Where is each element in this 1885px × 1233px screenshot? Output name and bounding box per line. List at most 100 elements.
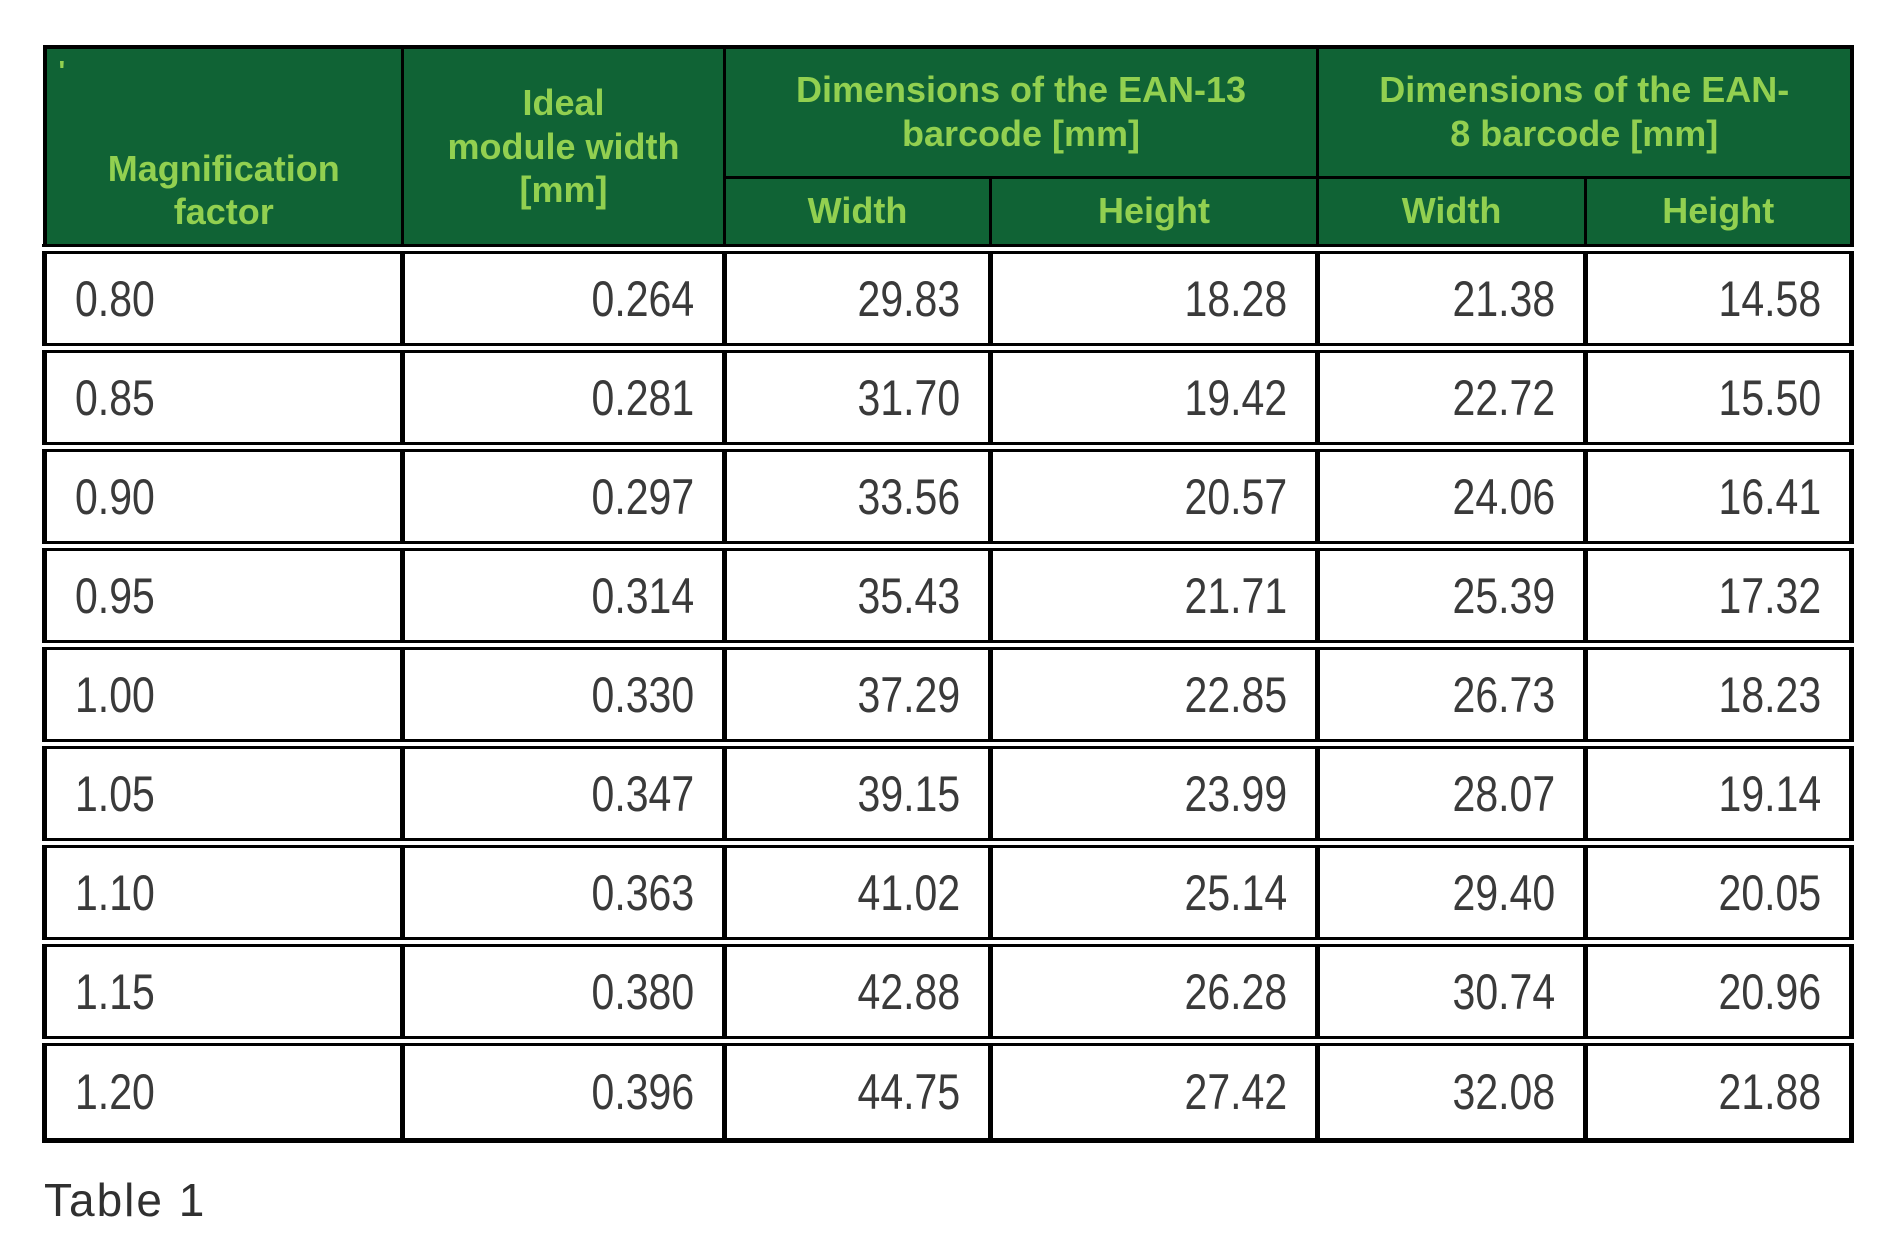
cell-ean8-width: 22.72: [1315, 343, 1589, 450]
cell-magnification-factor: 0.95: [42, 541, 405, 648]
cell-value: 22.85: [1184, 666, 1288, 723]
cell-ean8-width: 21.38: [1315, 244, 1589, 351]
cell-value: 29.83: [857, 270, 960, 327]
cell-ideal-module-width: 0.281: [400, 343, 727, 450]
table-row: 0.80 0.264 29.83 18.28 21.38 14.58: [42, 244, 1855, 351]
cell-ean13-height: 19.42: [987, 343, 1321, 450]
cell-value: 28.07: [1452, 765, 1556, 822]
cell-ean13-height: 25.14: [987, 838, 1321, 945]
cell-value: 0.80: [75, 270, 155, 327]
cell-value: 23.99: [1184, 765, 1288, 822]
cell-ideal-module-width: 0.264: [400, 244, 727, 351]
cell-ean13-width: 33.56: [722, 442, 993, 549]
cell-value: 33.56: [857, 468, 960, 525]
cell-ean8-width: 25.39: [1315, 541, 1589, 648]
cell-ideal-module-width: 0.380: [400, 937, 727, 1044]
cell-ean13-width: 39.15: [722, 739, 993, 846]
cell-ean8-height: 18.23: [1583, 640, 1855, 747]
cell-ean8-width: 28.07: [1315, 739, 1589, 846]
cell-ean13-height: 26.28: [987, 937, 1321, 1044]
cell-value: 1.05: [75, 765, 155, 822]
cell-ean8-width: 24.06: [1315, 442, 1589, 549]
cell-value: 0.347: [591, 765, 694, 822]
cell-value: 0.297: [591, 468, 694, 525]
cell-value: 30.74: [1452, 963, 1556, 1020]
cell-magnification-factor: 1.10: [42, 838, 405, 945]
cell-ideal-module-width: 0.314: [400, 541, 727, 648]
cell-value: 15.50: [1718, 369, 1822, 426]
cell-magnification-factor: 0.85: [42, 343, 405, 450]
table-row: 0.95 0.314 35.43 21.71 25.39 17.32: [42, 541, 1855, 648]
cell-ean13-width: 44.75: [722, 1036, 993, 1143]
cell-ean13-width: 35.43: [722, 541, 993, 648]
cell-value: 18.28: [1184, 270, 1288, 327]
header-sub-row: Width Height Width Height: [45, 175, 1854, 251]
col-header-ean8-height: Height: [1584, 175, 1854, 251]
cell-value: 0.90: [75, 468, 155, 525]
cell-magnification-factor: 1.20: [42, 1036, 405, 1143]
cell-value: 14.58: [1718, 270, 1822, 327]
cell-value: 0.380: [591, 963, 694, 1020]
cell-value: 1.10: [75, 864, 155, 921]
cell-value: 25.39: [1452, 567, 1556, 624]
cell-magnification-factor: 1.15: [42, 937, 405, 1044]
cell-value: 21.88: [1718, 1063, 1822, 1120]
cell-ean13-width: 42.88: [722, 937, 993, 1044]
cell-value: 24.06: [1452, 468, 1556, 525]
cell-value: 1.15: [75, 963, 155, 1020]
col-header-magnification-factor-label: Magnification factor: [107, 147, 340, 233]
table-header: ' Magnification factor Ideal module widt…: [43, 45, 1854, 251]
cell-value: 26.73: [1452, 666, 1556, 723]
cell-ean8-width: 32.08: [1315, 1036, 1589, 1143]
stray-tick-mark: ': [58, 55, 66, 86]
cell-ean13-width: 29.83: [722, 244, 993, 351]
cell-ean8-width: 26.73: [1315, 640, 1589, 747]
cell-value: 42.88: [857, 963, 960, 1020]
cell-ideal-module-width: 0.297: [400, 442, 727, 549]
cell-value: 19.42: [1184, 369, 1288, 426]
header-group-row: ' Magnification factor Ideal module widt…: [43, 45, 1854, 251]
cell-magnification-factor: 0.80: [42, 244, 405, 351]
table-row: 1.05 0.347 39.15 23.99 28.07 19.14: [42, 739, 1855, 846]
cell-ean8-height: 20.96: [1583, 937, 1855, 1044]
cell-value: 32.08: [1452, 1063, 1556, 1120]
table-row: 1.00 0.330 37.29 22.85 26.73 18.23: [42, 640, 1855, 747]
cell-value: 16.41: [1718, 468, 1822, 525]
cell-ean8-height: 14.58: [1583, 244, 1855, 351]
cell-ean13-height: 23.99: [987, 739, 1321, 846]
col-header-ean8-group: Dimensions of the EAN- 8 barcode [mm]: [1316, 45, 1854, 179]
table-row: 1.15 0.380 42.88 26.28 30.74 20.96: [42, 937, 1855, 1044]
cell-ean8-height: 16.41: [1583, 442, 1855, 549]
cell-ean8-height: 17.32: [1583, 541, 1855, 648]
cell-value: 17.32: [1718, 567, 1822, 624]
cell-value: 29.40: [1452, 864, 1556, 921]
cell-value: 0.314: [591, 567, 694, 624]
cell-magnification-factor: 1.05: [42, 739, 405, 846]
cell-ean13-width: 31.70: [722, 343, 993, 450]
cell-value: 25.14: [1184, 864, 1288, 921]
cell-value: 0.281: [591, 369, 694, 426]
cell-value: 31.70: [857, 369, 960, 426]
cell-value: 22.72: [1452, 369, 1556, 426]
cell-ean13-height: 27.42: [987, 1036, 1321, 1143]
cell-value: 0.264: [591, 270, 694, 327]
cell-value: 26.28: [1184, 963, 1288, 1020]
col-header-magnification-factor: ' Magnification factor: [43, 45, 404, 251]
cell-value: 21.38: [1452, 270, 1556, 327]
cell-value: 0.396: [591, 1063, 694, 1120]
cell-value: 0.85: [75, 369, 155, 426]
cell-ean13-height: 22.85: [987, 640, 1321, 747]
cell-value: 37.29: [857, 666, 960, 723]
cell-value: 19.14: [1718, 765, 1822, 822]
cell-ean8-height: 21.88: [1583, 1036, 1855, 1143]
cell-value: 1.20: [75, 1063, 155, 1120]
cell-magnification-factor: 0.90: [42, 442, 405, 549]
cell-value: 0.363: [591, 864, 694, 921]
cell-value: 35.43: [857, 567, 960, 624]
cell-ean13-width: 37.29: [722, 640, 993, 747]
cell-ean13-width: 41.02: [722, 838, 993, 945]
cell-value: 0.330: [591, 666, 694, 723]
cell-ideal-module-width: 0.330: [400, 640, 727, 747]
cell-value: 27.42: [1184, 1063, 1288, 1120]
